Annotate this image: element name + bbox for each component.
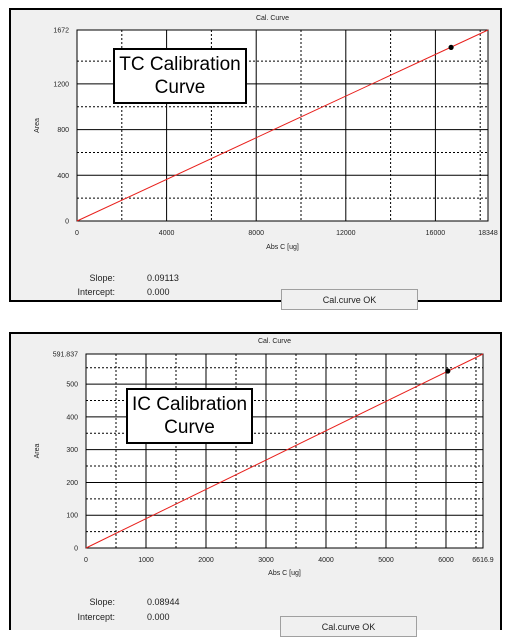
ic-calibration-panel: Cal. Curve 0 1000 2000 3000 4000 5000 6000 6616.… [9, 332, 502, 637]
intercept-label: Intercept: [77, 612, 115, 622]
y-tick-label: 200 [66, 480, 78, 487]
chart-annotation: TC Calibration Curve [113, 48, 247, 104]
y-tick-label: 800 [57, 127, 69, 134]
annotation-line-2: Curve [164, 417, 215, 438]
x-tick-label: 5000 [378, 557, 394, 564]
x-tick-label: 3000 [258, 557, 274, 564]
y-tick-label: 100 [66, 513, 78, 520]
annotation-line-1: IC Calibration [131, 394, 248, 415]
calibration-line [85, 353, 484, 549]
y-tick-label: 400 [66, 414, 78, 421]
x-tick-label: 4000 [159, 230, 175, 237]
chart-title: Cal. Curve [258, 338, 291, 345]
tc-calibration-chart: Cal. Curve 0 4000 8000 12000 16000 18348 0 400 80… [34, 15, 498, 251]
plot-border [85, 353, 484, 549]
x-tick-label: 6000 [438, 557, 454, 564]
chart-title: Cal. Curve [256, 15, 289, 22]
y-tick-label: 0 [65, 219, 69, 226]
x-tick-label: 12000 [336, 230, 356, 237]
slope-value: 0.08944 [147, 597, 180, 607]
slope-label: Slope: [89, 597, 115, 607]
y-tick-label: 0 [74, 546, 78, 553]
data-point [448, 44, 454, 50]
annotation-line-2: Curve [154, 77, 206, 98]
slope-value: 0.09113 [147, 273, 179, 283]
x-tick-label: 4000 [318, 557, 334, 564]
y-tick-label: 500 [66, 382, 78, 389]
x-tick-label: 0 [75, 230, 79, 237]
y-tick-label: 300 [66, 447, 78, 454]
slope-label: Slope: [89, 273, 115, 283]
y-tick-label: 400 [57, 173, 69, 180]
x-tick-label: 1000 [138, 557, 154, 564]
intercept-value: 0.000 [147, 287, 170, 297]
annotation-line-1: TC Calibration [119, 54, 241, 75]
chart-annotation: IC Calibration Curve [126, 388, 253, 444]
x-tick-label: 0 [84, 557, 88, 564]
y-axis-label: Area [34, 444, 41, 459]
cal-curve-ok-button[interactable]: Cal.curve OK [281, 289, 418, 310]
intercept-label: Intercept: [77, 287, 115, 297]
x-tick-label: 6616.9 [472, 557, 494, 564]
intercept-value: 0.000 [147, 612, 170, 622]
x-tick-label: 2000 [198, 557, 214, 564]
x-axis-label: Abs C [ug] [266, 244, 299, 251]
x-tick-label: 18348 [478, 230, 498, 237]
y-axis-label: Area [34, 118, 41, 133]
calibration-line [76, 29, 489, 222]
plot-border [76, 29, 489, 222]
x-axis-label: Abs C [ug] [268, 570, 301, 577]
data-point [445, 368, 451, 374]
x-tick-label: 8000 [248, 230, 264, 237]
y-tick-label: 1672 [53, 28, 69, 35]
y-tick-label: 1200 [53, 81, 69, 88]
y-tick-label: 591.837 [53, 352, 78, 359]
x-tick-label: 16000 [426, 230, 446, 237]
tc-calibration-panel: Cal. Curve 0 4000 8000 12000 16000 18348 0 400 80… [9, 8, 502, 310]
cal-curve-ok-button[interactable]: Cal.curve OK [280, 616, 417, 637]
